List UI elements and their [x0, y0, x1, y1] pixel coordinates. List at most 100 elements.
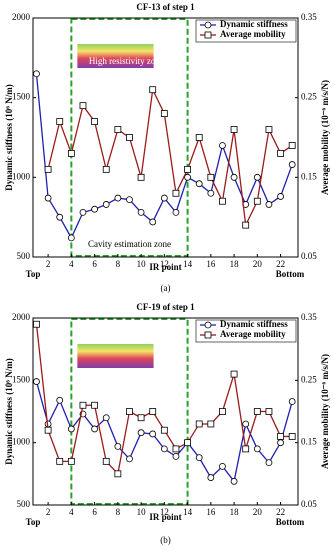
point	[33, 70, 40, 78]
point	[265, 408, 273, 415]
x-tick-label: 16	[206, 259, 216, 269]
y2-tick-label: 0.25	[301, 374, 317, 384]
point	[207, 173, 215, 181]
legend-label: Average mobility	[220, 29, 286, 39]
x-start-label: Top	[26, 269, 41, 279]
y-tick-label: 2000	[12, 312, 31, 322]
caption: (a)	[161, 283, 171, 293]
x-tick-label: 2	[46, 507, 51, 517]
x-tick-label: 18	[230, 259, 240, 269]
point	[184, 439, 191, 447]
point	[114, 194, 122, 202]
series-line	[47, 87, 293, 228]
x-tick-label: 12	[160, 507, 169, 517]
point	[230, 173, 238, 181]
point	[102, 201, 110, 208]
point	[242, 420, 250, 428]
legend-box	[195, 319, 297, 343]
legend-label: Average mobility	[220, 329, 286, 339]
series-line	[35, 73, 293, 240]
point	[56, 213, 64, 221]
y2-tick-label: 0.05	[301, 251, 317, 261]
point	[91, 118, 99, 125]
point	[67, 234, 75, 242]
legend-label: Dynamic stiffness	[220, 319, 288, 329]
point	[195, 454, 203, 462]
y-axis-label: Dynamic stiffness (10⁶ N/m)	[4, 84, 14, 190]
point	[126, 455, 133, 463]
point	[126, 134, 133, 141]
point	[242, 445, 250, 453]
x-axis-label: IR point	[149, 262, 181, 272]
point	[160, 110, 168, 117]
y-tick-label: 1500	[12, 92, 31, 102]
x-end-label: Bottom	[276, 517, 305, 527]
point	[288, 161, 296, 168]
y-axis-label: Dynamic stiffness (10⁶ N/m)	[4, 358, 14, 464]
chart-title: CF-19 of step 1	[136, 302, 195, 312]
point	[219, 462, 226, 470]
point	[56, 396, 64, 404]
legend-marker	[204, 331, 212, 339]
point	[219, 197, 226, 205]
annotation: Cavity estimation zone	[88, 239, 171, 249]
point	[44, 194, 52, 202]
point	[172, 452, 180, 460]
point	[184, 173, 191, 181]
point	[207, 474, 215, 481]
point	[44, 426, 52, 434]
plot-frame	[32, 17, 299, 258]
point	[265, 126, 273, 133]
point	[172, 445, 180, 453]
y-tick-label: 1500	[12, 374, 31, 384]
point	[102, 457, 110, 465]
point	[137, 208, 145, 216]
point	[149, 430, 157, 438]
y2-tick-label: 0.15	[301, 171, 317, 181]
y2-tick-label: 0.05	[301, 499, 317, 509]
x-tick-label: 2	[46, 259, 51, 269]
legend-marker	[204, 21, 212, 29]
annotation: High resistivity zone	[89, 56, 164, 66]
point	[265, 201, 273, 208]
point	[207, 189, 215, 197]
legend-label: Dynamic stiffness	[220, 19, 288, 29]
point	[67, 425, 75, 433]
point	[33, 378, 40, 385]
point	[160, 426, 168, 434]
point	[219, 142, 226, 149]
x-tick-label: 14	[183, 507, 193, 517]
point	[288, 142, 296, 149]
inset-image	[77, 44, 154, 68]
point	[114, 443, 122, 450]
point	[277, 150, 284, 157]
point	[172, 189, 180, 197]
point	[184, 165, 191, 173]
x-tick-label: 14	[183, 259, 193, 269]
x-tick-label: 8	[116, 507, 121, 517]
point	[277, 193, 284, 200]
point	[277, 433, 284, 440]
plot-frame	[32, 317, 299, 506]
point	[102, 414, 110, 422]
point	[102, 165, 110, 173]
point	[288, 398, 296, 405]
point	[219, 408, 226, 415]
point	[253, 173, 261, 181]
x-tick-label: 18	[230, 507, 240, 517]
point	[137, 429, 145, 437]
y-tick-label: 500	[17, 251, 31, 261]
point	[265, 459, 273, 467]
point	[195, 180, 203, 188]
point	[230, 126, 238, 133]
x-tick-label: 22	[276, 507, 285, 517]
point	[56, 118, 64, 125]
point	[44, 165, 52, 173]
point	[160, 445, 168, 453]
point	[79, 401, 87, 409]
point	[67, 457, 75, 465]
point	[242, 221, 250, 229]
point	[79, 102, 87, 110]
